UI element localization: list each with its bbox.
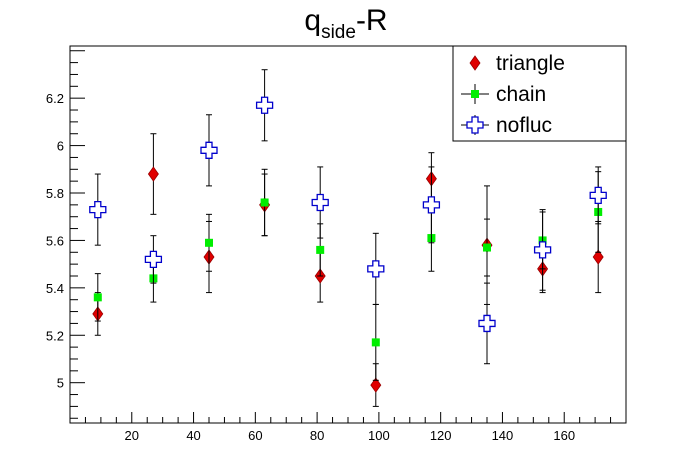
y-tick-label: 6.2 [46,91,64,106]
title-main: q [304,4,321,37]
x-tick-label: 80 [310,428,324,443]
legend-marker-chain [471,90,479,98]
title-subscript: side [321,22,356,43]
point-triangle [592,249,604,265]
point-chain [93,293,102,302]
point-nofluc [533,241,552,259]
series-nofluc [89,69,607,365]
legend-label-chain: chain [496,83,546,106]
point-nofluc [144,250,163,269]
series-chain [93,168,603,381]
x-tick-label: 60 [248,428,262,443]
point-nofluc [89,200,107,219]
legend-item-chain: chain [461,83,546,106]
legend-marker-triangle [469,55,481,71]
legend-marker-nofluc [466,116,484,134]
y-tick-label: 5.2 [46,328,64,343]
point-chain [371,338,380,347]
title-suffix: -R [356,4,388,37]
y-tick-label: 5.6 [46,233,64,248]
point-chain [316,245,325,254]
x-tick-label: 160 [553,428,575,443]
x-tick-label: 120 [430,428,452,443]
y-tick-label: 5 [57,376,64,391]
legend-items: triangle chain nofluc [461,52,565,137]
x-tick-label: 20 [125,428,139,443]
x-tick-label: 100 [368,428,390,443]
point-triangle [147,166,159,182]
legend-item-triangle: triangle [469,52,565,75]
point-triangle [370,377,382,393]
point-nofluc [422,196,441,214]
legend: triangle chain nofluc [452,45,627,142]
point-nofluc [478,314,496,333]
point-nofluc [589,186,607,205]
point-chain [260,198,269,207]
point-nofluc [311,193,329,212]
point-nofluc [255,96,274,114]
legend-item-nofluc: nofluc [461,114,552,137]
data-marks [89,69,607,407]
chart-title: qside-R [304,4,387,43]
legend-label-triangle: triangle [496,52,565,75]
point-nofluc [200,141,218,159]
series-triangle [92,133,604,407]
legend-label-nofluc: nofluc [496,114,552,137]
x-tick-label: 40 [186,428,200,443]
x-tick-label: 140 [492,428,514,443]
y-tick-label: 5.8 [46,186,64,201]
y-tick-label: 5.4 [46,281,64,296]
point-chain [205,238,213,247]
axes: 20 40 60 80 100 120 140 160 5 5.2 5.4 5.6 5.8 6 6.2 [46,50,612,443]
y-tick-label: 6 [57,139,64,154]
point-nofluc [367,260,385,278]
point-chain [483,243,491,252]
